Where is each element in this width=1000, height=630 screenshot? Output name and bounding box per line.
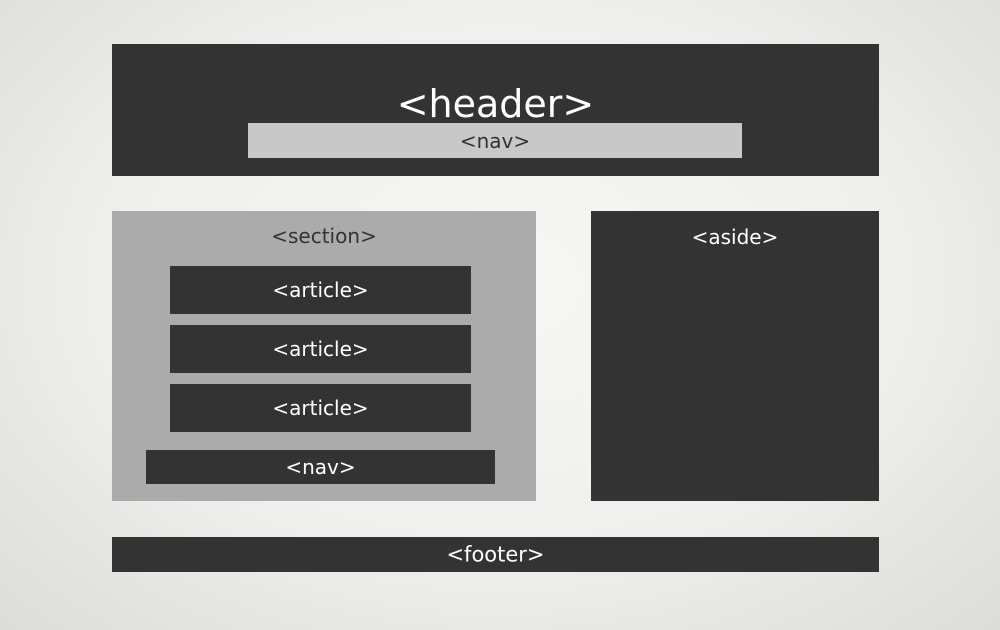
header-nav-label: <nav> [459, 128, 531, 153]
footer-label: <footer> [446, 542, 545, 566]
article-block: <article> [170, 384, 471, 432]
footer-block: <footer> [112, 537, 879, 572]
article-label: <article> [272, 278, 369, 302]
section-nav-label: <nav> [285, 455, 356, 479]
header-nav-block: <nav> [248, 123, 742, 158]
article-block: <article> [170, 266, 471, 314]
header-label: <header> [396, 82, 595, 126]
aside-block: <aside> [591, 211, 879, 501]
section-label: <section> [271, 224, 377, 248]
section-nav-block: <nav> [146, 450, 495, 484]
aside-label: <aside> [691, 225, 779, 249]
article-block: <article> [170, 325, 471, 373]
article-label: <article> [272, 396, 369, 420]
article-label: <article> [272, 337, 369, 361]
